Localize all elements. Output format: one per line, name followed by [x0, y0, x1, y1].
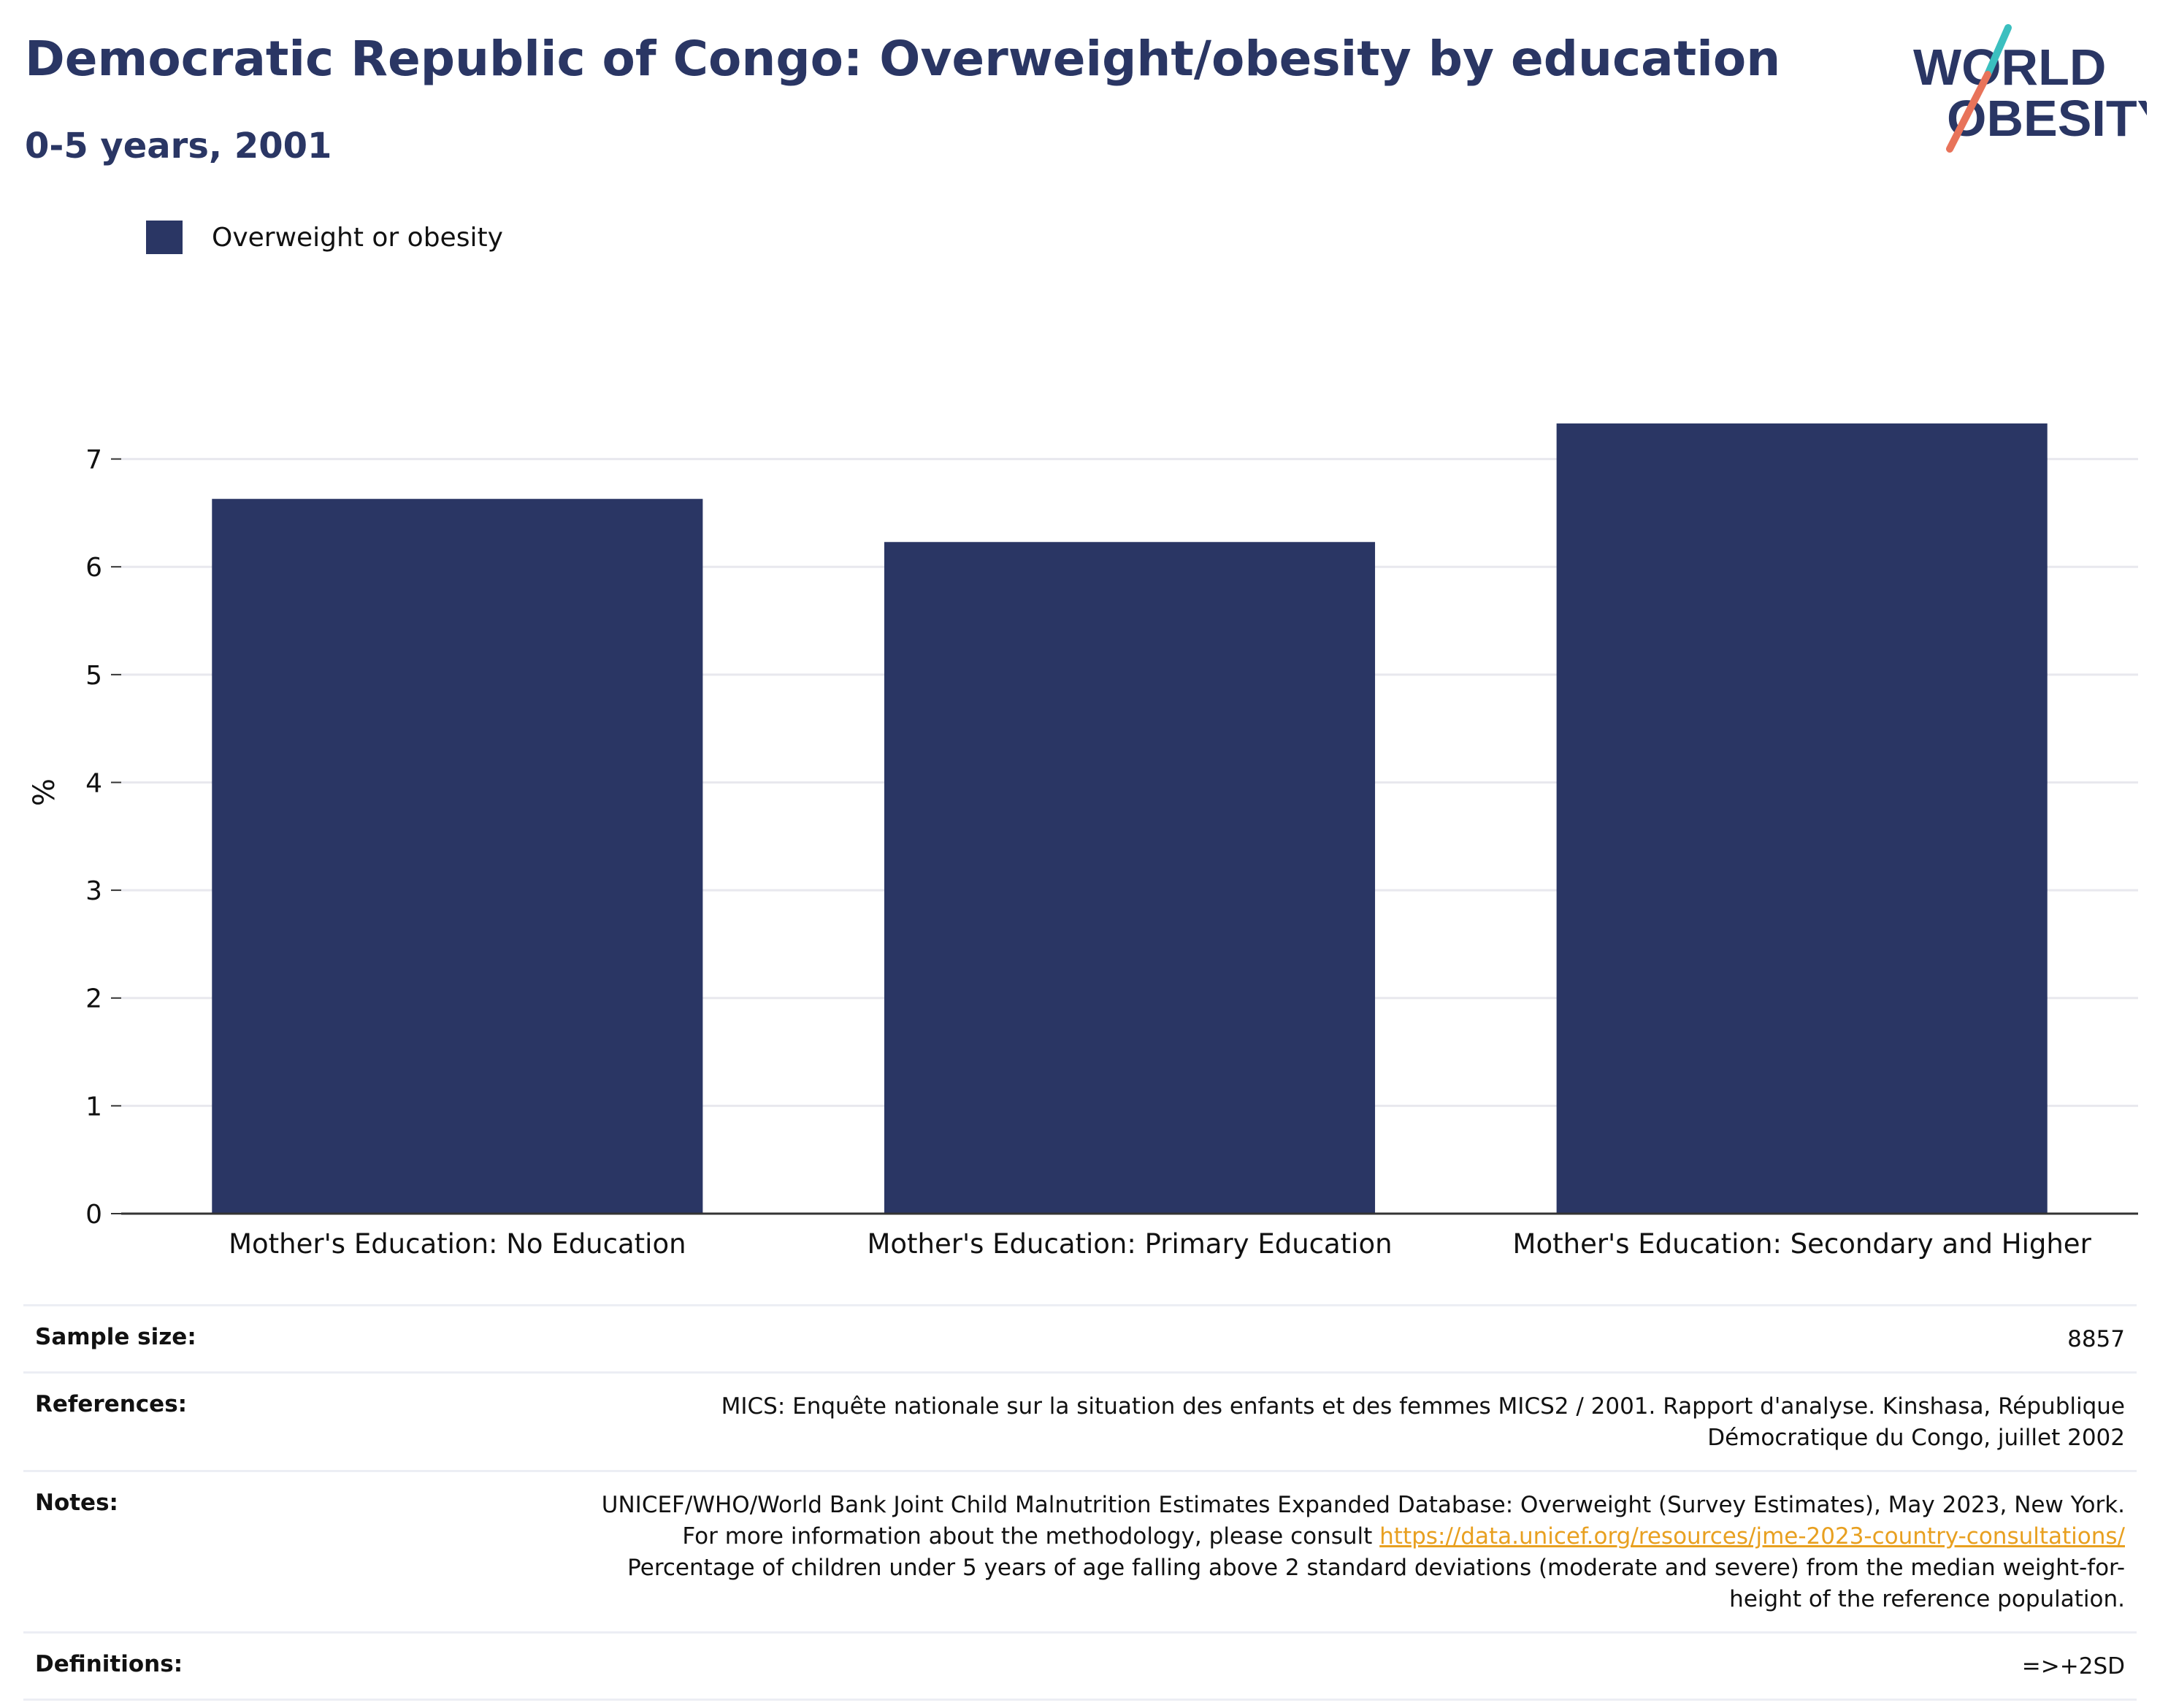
notes-key: Notes:: [35, 1490, 118, 1516]
notes-link[interactable]: https://data.unicef.org/resources/jme-20…: [1379, 1523, 2125, 1550]
world-obesity-logo: WORLD OBESITY: [1913, 24, 2147, 153]
y-tick-label: 3: [85, 876, 102, 906]
info-row-sample-size: Sample size: 8857: [23, 1304, 2137, 1371]
info-row-definitions: Definitions: =>+2SD: [23, 1631, 2137, 1701]
chart-subtitle: 0-5 years, 2001: [25, 126, 332, 166]
y-tick-label: 5: [85, 661, 102, 691]
info-row-notes: Notes: UNICEF/WHO/World Bank Joint Child…: [23, 1470, 2137, 1631]
y-tick-label: 7: [85, 445, 102, 475]
chart-title: Democratic Republic of Congo: Overweight…: [25, 31, 1781, 87]
bar-chart: 0 1 2 3 4 5 6 7 Mother's Education: No Education…: [85, 423, 2138, 1260]
notes-text-before: UNICEF/WHO/World Bank Joint Child Malnut…: [601, 1492, 2125, 1550]
y-tick-label: 0: [85, 1200, 102, 1230]
y-tick-label: 2: [85, 984, 102, 1014]
x-tick-label: Mother's Education: Primary Education: [867, 1228, 1392, 1260]
references-value: MICS: Enquête nationale sur la situation…: [721, 1393, 2125, 1451]
info-table: Sample size: 8857 References: MICS: Enqu…: [23, 1304, 2137, 1701]
legend-label: Overweight or obesity: [212, 222, 503, 253]
sample-size-value: 8857: [2067, 1326, 2125, 1352]
logo-text-world: WORLD: [1913, 39, 2106, 96]
y-tick-label: 4: [85, 768, 102, 798]
y-tick-label: 1: [85, 1092, 102, 1122]
legend: Overweight or obesity: [146, 219, 503, 256]
bar: [1556, 423, 2048, 1214]
logo-slash-top: [1984, 24, 2012, 78]
notes-text-after: Percentage of children under 5 years of …: [627, 1555, 2125, 1612]
notes-value: UNICEF/WHO/World Bank Joint Child Malnut…: [591, 1490, 2125, 1615]
references-key: References:: [35, 1391, 188, 1417]
x-tick-label: Mother's Education: No Education: [229, 1228, 686, 1260]
bar: [212, 499, 703, 1214]
definitions-key: Definitions:: [35, 1651, 183, 1677]
definitions-value: =>+2SD: [2021, 1653, 2125, 1680]
x-tick-label: Mother's Education: Secondary and Higher: [1513, 1228, 2092, 1260]
sample-size-key: Sample size:: [35, 1324, 196, 1350]
info-row-references: References: MICS: Enquête nationale sur …: [23, 1371, 2137, 1470]
y-axis-label: %: [28, 778, 61, 807]
logo-text-obesity: OBESITY: [1947, 90, 2147, 147]
logo-slash-bottom: [1946, 71, 1991, 153]
y-tick-label: 6: [85, 553, 102, 583]
legend-swatch: [146, 221, 183, 254]
bar: [884, 542, 1376, 1214]
